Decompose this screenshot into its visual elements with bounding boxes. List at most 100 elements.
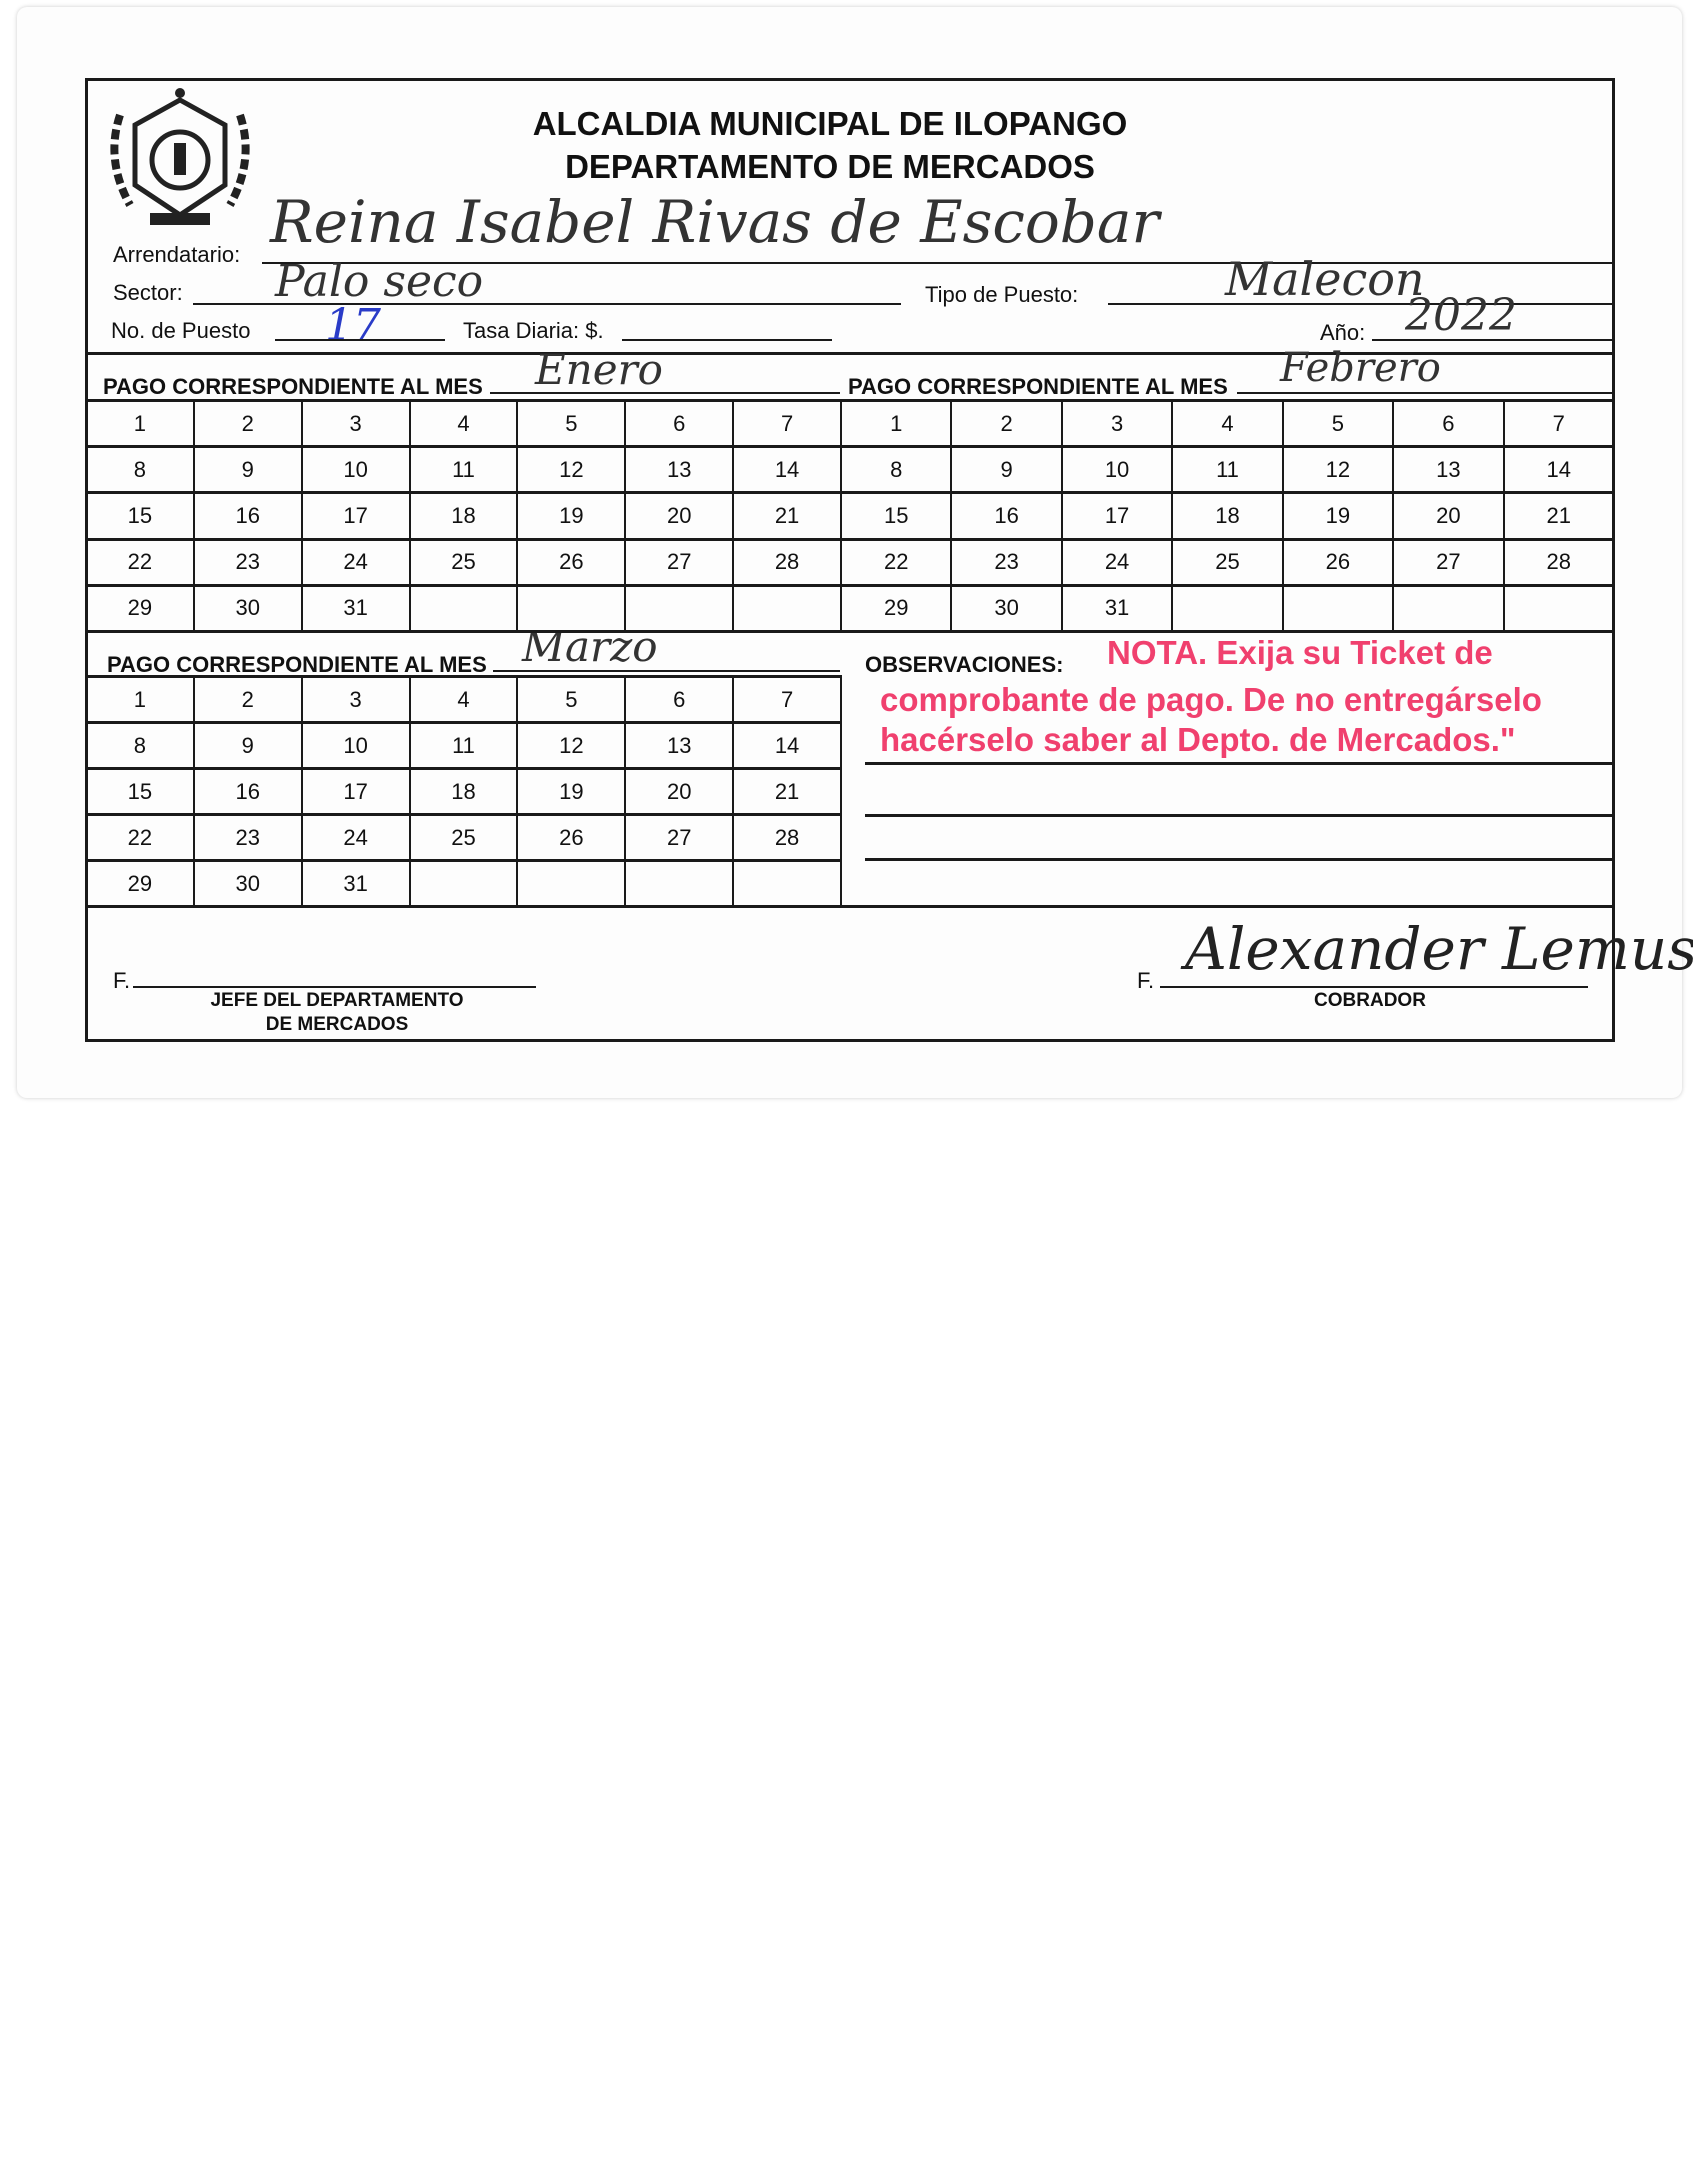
day-cell[interactable]: 11: [410, 448, 519, 495]
day-cell[interactable]: 28: [734, 540, 842, 587]
day-cell[interactable]: 16: [952, 494, 1063, 541]
day-cell[interactable]: 12: [1283, 448, 1395, 495]
day-cell[interactable]: 29: [842, 586, 953, 633]
day-cell[interactable]: 3: [302, 402, 411, 449]
day-cell[interactable]: 24: [302, 816, 411, 862]
day-cell[interactable]: 22: [842, 540, 953, 587]
anio-value[interactable]: 2022: [1405, 290, 1517, 341]
puesto-value[interactable]: 17: [325, 300, 381, 351]
day-cell[interactable]: 20: [1394, 494, 1505, 541]
day-cell[interactable]: 21: [734, 494, 842, 541]
day-cell[interactable]: 18: [1173, 494, 1284, 541]
day-cell[interactable]: 23: [952, 540, 1063, 587]
day-cell[interactable]: 9: [952, 448, 1063, 495]
day-cell[interactable]: 25: [410, 540, 519, 587]
arrendatario-value[interactable]: Reina Isabel Rivas de Escobar: [270, 188, 1160, 256]
day-cell[interactable]: 13: [626, 448, 735, 495]
day-cell[interactable]: 31: [302, 586, 411, 633]
day-cell[interactable]: 8: [87, 724, 195, 770]
day-cell[interactable]: 19: [1283, 494, 1395, 541]
day-cell[interactable]: 7: [734, 678, 842, 724]
tipo-value[interactable]: Malecon: [1225, 252, 1425, 306]
day-cell[interactable]: 19: [518, 770, 627, 816]
day-cell[interactable]: 30: [952, 586, 1063, 633]
day-cell[interactable]: 17: [302, 770, 411, 816]
day-cell[interactable]: 14: [734, 448, 842, 495]
day-cell[interactable]: [1504, 586, 1615, 633]
day-cell[interactable]: 7: [1504, 402, 1615, 449]
day-cell[interactable]: 1: [87, 678, 195, 724]
day-cell[interactable]: [518, 862, 627, 908]
day-cell[interactable]: 31: [302, 862, 411, 908]
day-cell[interactable]: 19: [518, 494, 627, 541]
day-cell[interactable]: 6: [626, 678, 735, 724]
day-cell[interactable]: 22: [87, 816, 195, 862]
day-cell[interactable]: 13: [626, 724, 735, 770]
day-cell[interactable]: 14: [1504, 448, 1615, 495]
day-cell[interactable]: 12: [518, 724, 627, 770]
day-cell[interactable]: 12: [518, 448, 627, 495]
day-cell[interactable]: [734, 862, 842, 908]
day-cell[interactable]: 4: [1173, 402, 1284, 449]
day-cell[interactable]: 15: [87, 770, 195, 816]
month-value-febrero[interactable]: Febrero: [1280, 345, 1441, 391]
day-cell[interactable]: 26: [518, 540, 627, 587]
day-cell[interactable]: 24: [1062, 540, 1174, 587]
day-cell[interactable]: 5: [518, 678, 627, 724]
day-cell[interactable]: 27: [626, 540, 735, 587]
day-cell[interactable]: 9: [194, 724, 303, 770]
day-cell[interactable]: 31: [1062, 586, 1174, 633]
day-cell[interactable]: 30: [194, 862, 303, 908]
day-cell[interactable]: [626, 862, 735, 908]
day-cell[interactable]: 10: [1062, 448, 1174, 495]
day-cell[interactable]: 26: [518, 816, 627, 862]
day-cell[interactable]: 6: [1394, 402, 1505, 449]
day-cell[interactable]: 29: [87, 586, 195, 633]
day-cell[interactable]: 18: [410, 770, 519, 816]
day-cell[interactable]: 10: [302, 724, 411, 770]
day-cell[interactable]: 9: [194, 448, 303, 495]
day-cell[interactable]: 1: [87, 402, 195, 449]
day-cell[interactable]: 15: [842, 494, 953, 541]
month-value-enero[interactable]: Enero: [535, 345, 663, 394]
day-cell[interactable]: 3: [302, 678, 411, 724]
day-cell[interactable]: 27: [626, 816, 735, 862]
day-cell[interactable]: 10: [302, 448, 411, 495]
day-cell[interactable]: 30: [194, 586, 303, 633]
day-cell[interactable]: 21: [734, 770, 842, 816]
day-cell[interactable]: 8: [87, 448, 195, 495]
day-cell[interactable]: 2: [194, 678, 303, 724]
day-cell[interactable]: 7: [734, 402, 842, 449]
day-cell[interactable]: [410, 586, 519, 633]
day-cell[interactable]: 25: [1173, 540, 1284, 587]
day-cell[interactable]: 2: [194, 402, 303, 449]
day-cell[interactable]: 28: [1504, 540, 1615, 587]
day-cell[interactable]: 25: [410, 816, 519, 862]
sector-value[interactable]: Palo seco: [275, 256, 484, 307]
day-cell[interactable]: 5: [1283, 402, 1395, 449]
day-cell[interactable]: [518, 586, 627, 633]
day-cell[interactable]: 29: [87, 862, 195, 908]
day-cell[interactable]: 16: [194, 494, 303, 541]
day-cell[interactable]: 8: [842, 448, 953, 495]
day-cell[interactable]: 11: [410, 724, 519, 770]
day-cell[interactable]: 14: [734, 724, 842, 770]
day-cell[interactable]: 23: [194, 540, 303, 587]
day-cell[interactable]: 5: [518, 402, 627, 449]
day-cell[interactable]: 15: [87, 494, 195, 541]
day-cell[interactable]: 1: [842, 402, 953, 449]
day-cell[interactable]: 23: [194, 816, 303, 862]
day-cell[interactable]: 18: [410, 494, 519, 541]
day-cell[interactable]: [626, 586, 735, 633]
day-cell[interactable]: 24: [302, 540, 411, 587]
day-cell[interactable]: 20: [626, 494, 735, 541]
day-cell[interactable]: 6: [626, 402, 735, 449]
day-cell[interactable]: [1173, 586, 1284, 633]
day-cell[interactable]: 26: [1283, 540, 1395, 587]
day-cell[interactable]: 2: [952, 402, 1063, 449]
day-cell[interactable]: [1394, 586, 1505, 633]
day-cell[interactable]: 21: [1504, 494, 1615, 541]
day-cell[interactable]: [734, 586, 842, 633]
day-cell[interactable]: 16: [194, 770, 303, 816]
day-cell[interactable]: 27: [1394, 540, 1505, 587]
